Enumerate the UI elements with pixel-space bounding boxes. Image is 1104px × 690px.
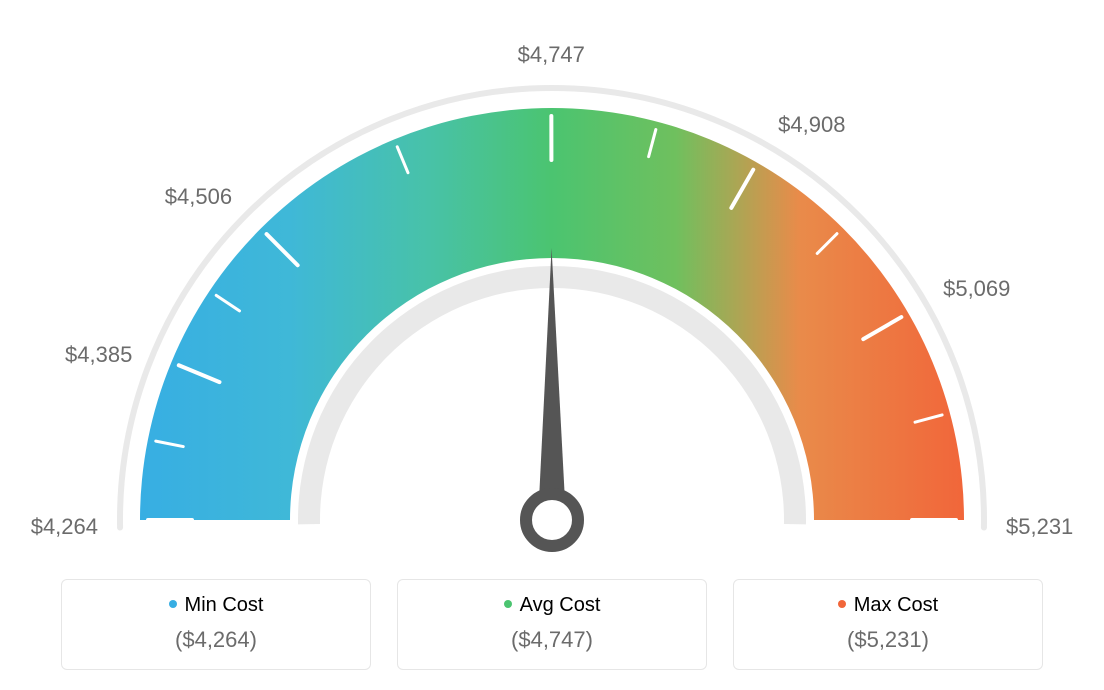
legend-max-card: Max Cost ($5,231) bbox=[733, 579, 1043, 670]
gauge-tick-label: $4,385 bbox=[65, 342, 132, 368]
legend-min-dot bbox=[169, 600, 177, 608]
gauge-tick-label: $5,069 bbox=[943, 276, 1010, 302]
gauge-area: $4,264 $4,385 $4,506 $4,747 $4,908 $5,069 $5,2… bbox=[0, 0, 1104, 560]
gauge-tick-label: $5,231 bbox=[1006, 514, 1073, 540]
legend-max-value: ($5,231) bbox=[744, 627, 1032, 653]
legend-min-label: Min Cost bbox=[185, 594, 264, 616]
gauge-tick-label: $4,264 bbox=[31, 514, 98, 540]
gauge-tick-label: $4,908 bbox=[778, 112, 845, 138]
legend-min-card: Min Cost ($4,264) bbox=[61, 579, 371, 670]
cost-gauge-container: $4,264 $4,385 $4,506 $4,747 $4,908 $5,069 $5,2… bbox=[0, 0, 1104, 690]
legend-max-label: Max Cost bbox=[854, 594, 938, 616]
legend-max-title: Max Cost bbox=[744, 594, 1032, 617]
gauge-chart bbox=[52, 40, 1052, 580]
legend-min-title: Min Cost bbox=[72, 594, 360, 617]
legend-min-value: ($4,264) bbox=[72, 627, 360, 653]
legend-avg-label: Avg Cost bbox=[520, 594, 601, 616]
gauge-tick-label: $4,747 bbox=[518, 42, 585, 68]
legend-avg-dot bbox=[504, 600, 512, 608]
legend-avg-title: Avg Cost bbox=[408, 594, 696, 617]
legend-row: Min Cost ($4,264) Avg Cost ($4,747) Max … bbox=[0, 579, 1104, 670]
gauge-tick-label: $4,506 bbox=[165, 184, 232, 210]
legend-max-dot bbox=[838, 600, 846, 608]
legend-avg-value: ($4,747) bbox=[408, 627, 696, 653]
legend-avg-card: Avg Cost ($4,747) bbox=[397, 579, 707, 670]
